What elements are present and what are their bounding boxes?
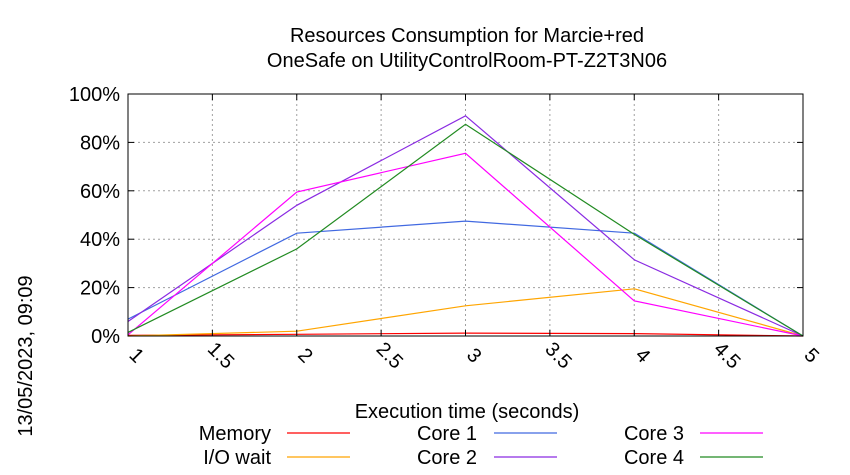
x-tick-label: 1.5 [203, 338, 238, 373]
x-tick-label: 4.5 [709, 338, 744, 373]
series-line-core-3 [127, 152, 804, 337]
chart-title-line-1: Resources Consumption for Marcie+red [290, 25, 644, 47]
x-tick-label: 3 [462, 344, 485, 367]
series-lines [127, 115, 804, 337]
chart-title-line-2: OneSafe on UtilityControlRoom-PT-Z2T3N06 [267, 50, 667, 72]
x-tick-label: 2.5 [372, 338, 407, 373]
series-line-core-1 [127, 220, 804, 337]
x-tick-label: 5 [800, 344, 823, 367]
x-tick-label: 2 [293, 344, 316, 367]
x-tick-label: 1 [125, 344, 148, 367]
series-line-core-2 [127, 115, 804, 337]
legend-label-core-2: Core 2 [417, 447, 477, 469]
grid [128, 94, 803, 336]
y-tick-label: 80% [80, 132, 120, 154]
y-tick-label: 0% [91, 326, 120, 348]
axis-ticks: 0% 20% 40% 60% 80% 100% 1 1.5 2 2.5 3 3.5 4 4.5 5 [69, 84, 823, 373]
y-tick-label: 100% [69, 84, 120, 106]
y-tick-label: 60% [80, 181, 120, 203]
legend-label-core-3: Core 3 [624, 423, 684, 445]
timestamp-label: 13/05/2023, 09:09 [15, 275, 37, 436]
series-line-i-o-wait [127, 288, 804, 337]
x-tick-label: 3.5 [541, 338, 576, 373]
legend-label-core-4: Core 4 [624, 447, 684, 469]
legend-label-core-1: Core 1 [417, 423, 477, 445]
legend-label-i-o-wait: I/O wait [203, 447, 271, 469]
series-line-core-4 [127, 123, 804, 337]
legend-label-memory: Memory [199, 423, 271, 445]
x-axis-label: Execution time (seconds) [355, 401, 580, 423]
y-tick-label: 40% [80, 229, 120, 251]
y-tick-label: 20% [80, 278, 120, 300]
x-tick-label: 4 [631, 344, 654, 367]
